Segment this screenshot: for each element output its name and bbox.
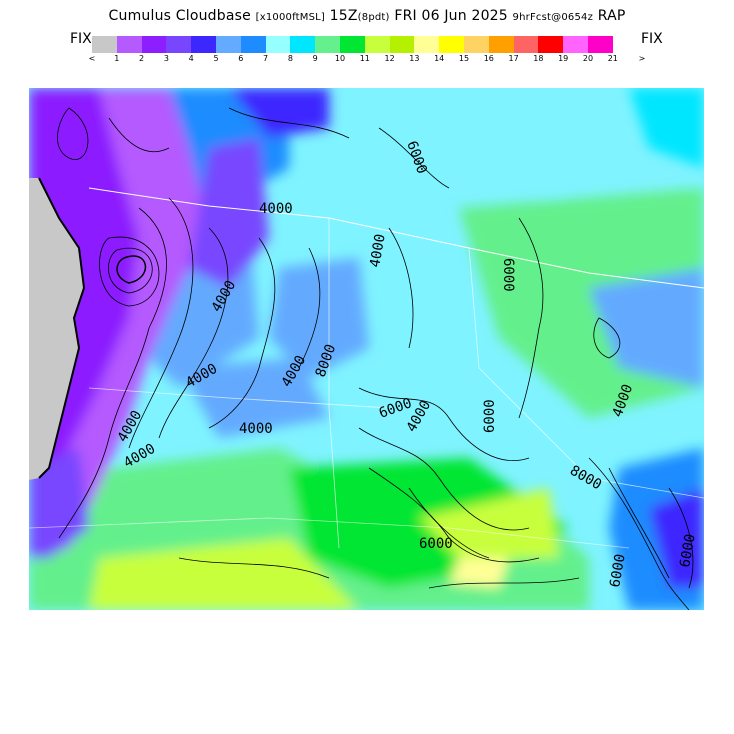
contour-label: 4000: [259, 201, 293, 217]
legend-tick-label: 7: [263, 54, 269, 63]
state-border: [468, 247, 704, 499]
legend-ticks: < > 1 2 3 4 5 6 7 8 9 10 11 12 13 14 15 16 17 18 19 20 21: [80, 54, 654, 66]
valid-time: 15Z: [329, 8, 358, 24]
state-border: [88, 387, 390, 409]
forecast-info: 9hrFcst@0654z: [512, 12, 594, 23]
legend-swatch: [414, 36, 440, 53]
map-svg: 4000 4000 6000 4000 4000 4000 6000 4000 …: [29, 88, 704, 610]
legend-tick-label: 14: [434, 54, 445, 63]
legend-swatch: [265, 36, 291, 53]
legend-swatch: [141, 36, 167, 53]
legend-fix-right: FIX: [641, 31, 663, 47]
legend-tick-label: 21: [607, 54, 618, 63]
contour-lines: [57, 107, 694, 610]
map-title: Cumulus Cloudbase: [108, 8, 251, 24]
legend-tick-label: 20: [582, 54, 594, 63]
legend-below-marker: <: [88, 54, 96, 63]
color-legend: [92, 36, 613, 53]
legend-tick-label: 16: [483, 54, 494, 63]
local-time: (8pdt): [357, 12, 390, 23]
legend-tick-label: 13: [409, 54, 420, 63]
legend-tick-label: 5: [213, 54, 219, 63]
map-title-bar: Cumulus Cloudbase [x1000ftMSL] 15Z(8pdt)…: [0, 8, 734, 24]
contour-label: 6000: [500, 258, 516, 292]
legend-swatch: [166, 36, 192, 53]
legend-tick-label: 17: [508, 54, 519, 63]
contour-label: 6000: [607, 553, 629, 589]
legend-tick-label: 4: [188, 54, 194, 63]
coastline: [38, 177, 86, 479]
legend-swatch: [488, 36, 514, 53]
legend-swatch: [191, 36, 216, 53]
contour-label: 6000: [677, 533, 699, 569]
legend-swatch: [587, 36, 613, 53]
contour-label: 6000: [419, 536, 453, 552]
legend-tick-label: 8: [287, 54, 293, 63]
forecast-date: FRI 06 Jun 2025: [394, 8, 508, 24]
state-border: [29, 517, 630, 549]
legend-tick-label: 11: [359, 54, 370, 63]
legend-swatch: [339, 36, 365, 53]
legend-tick-label: 2: [139, 54, 145, 63]
legend-tick-label: 6: [238, 54, 244, 63]
legend-tick-label: 3: [163, 54, 169, 63]
legend-swatch: [315, 36, 340, 53]
legend-swatch: [240, 36, 266, 53]
map-units: [x1000ftMSL]: [255, 12, 325, 23]
legend-tick-label: 15: [458, 54, 470, 63]
legend-swatch: [290, 36, 316, 53]
legend-swatch: [513, 36, 539, 53]
ocean-region: [29, 178, 84, 480]
legend-swatch: [215, 36, 241, 53]
legend-swatch: [364, 36, 390, 53]
cloudbase-map: 4000 4000 6000 4000 4000 4000 6000 4000 …: [29, 88, 704, 610]
legend-swatch: [439, 36, 464, 53]
legend-tick-label: 1: [114, 54, 120, 63]
state-border: [328, 218, 340, 549]
legend-above-marker: >: [638, 54, 646, 63]
legend-tick-label: 9: [312, 54, 318, 63]
legend-swatch: [563, 36, 588, 53]
legend-tick-label: 18: [533, 54, 544, 63]
legend-swatch: [116, 36, 142, 53]
canada-border: [88, 187, 704, 289]
legend-tick-label: 12: [384, 54, 395, 63]
legend-tick-label: 19: [558, 54, 569, 63]
legend-swatch: [538, 36, 564, 53]
contour-label: 4000: [367, 233, 389, 269]
contour-label: 4000: [239, 421, 273, 437]
contour-label: 6000: [482, 399, 498, 433]
legend-swatch: [463, 36, 489, 53]
legend-swatch: [92, 36, 117, 53]
legend-fix-left: FIX: [70, 31, 92, 47]
legend-tick-label: 10: [334, 54, 346, 63]
legend-swatch: [389, 36, 415, 53]
model-name: RAP: [597, 8, 626, 24]
